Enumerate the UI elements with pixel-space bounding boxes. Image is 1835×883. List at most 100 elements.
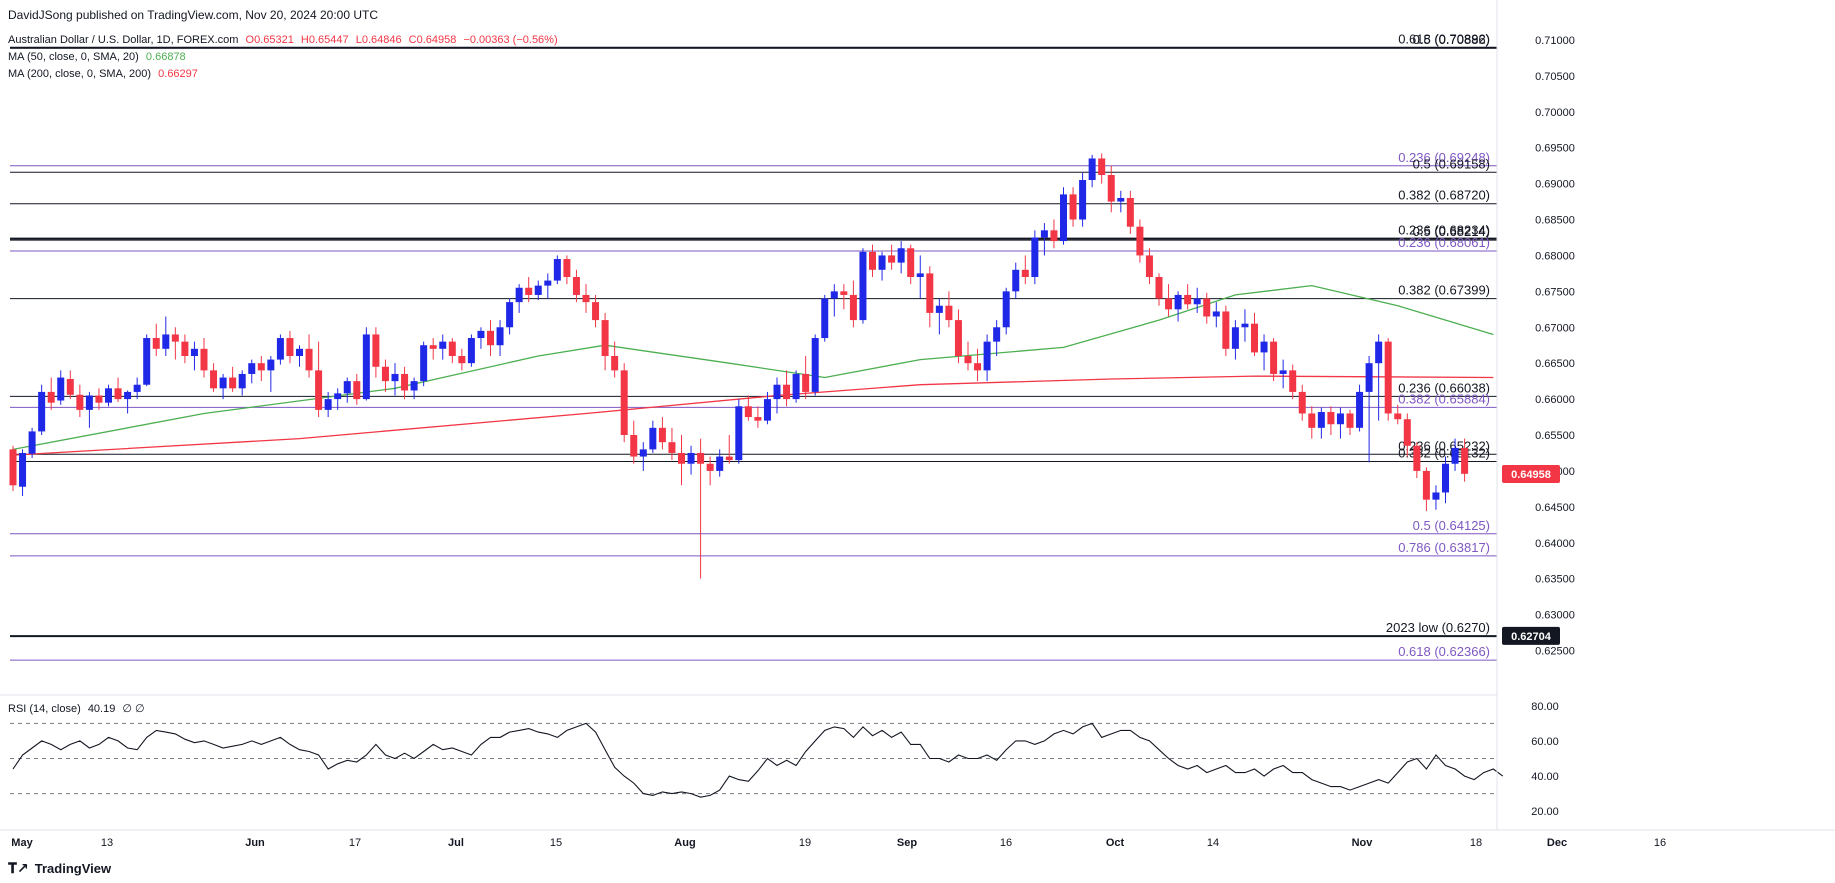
open-value: O0.65321 bbox=[245, 34, 294, 46]
candle-down bbox=[1050, 230, 1058, 242]
rsi-pane bbox=[10, 722, 1504, 798]
ma50-legend[interactable]: MA (50, close, 0, SMA, 20) 0.66878 bbox=[8, 51, 190, 63]
candle-down bbox=[1422, 470, 1430, 500]
candle-down bbox=[372, 334, 380, 367]
candle-down bbox=[9, 449, 17, 486]
candle-down bbox=[1145, 255, 1153, 277]
candle-down bbox=[1165, 298, 1173, 310]
candle-down bbox=[171, 334, 179, 342]
candle-up bbox=[143, 338, 151, 385]
fib-level-label: 0.236 (0.68234) bbox=[1398, 223, 1490, 238]
x-tick-label: Sep bbox=[897, 837, 917, 849]
ma200-legend[interactable]: MA (200, close, 0, SMA, 200) 0.66297 bbox=[8, 68, 202, 80]
candle-up bbox=[1060, 194, 1067, 242]
y-tick-label: 0.69500 bbox=[1535, 143, 1575, 155]
candle-up bbox=[1279, 370, 1287, 374]
candle-up bbox=[267, 359, 275, 371]
candle-up bbox=[993, 327, 1001, 342]
fib-level-label: 2023 low (0.6270) bbox=[1386, 620, 1490, 635]
candle-down bbox=[592, 302, 600, 321]
candle-up bbox=[1432, 492, 1440, 500]
fib-level-label: 0.382 (0.67399) bbox=[1398, 283, 1490, 298]
candle-down bbox=[114, 388, 122, 400]
candle-up bbox=[1088, 158, 1096, 181]
x-tick-label: 18 bbox=[1470, 837, 1482, 849]
low-value: L0.64846 bbox=[355, 34, 402, 46]
candle-down bbox=[1155, 276, 1163, 299]
price-pane: 0.618 (0.70892)0.5 (0.70886) 0.236 (0.692… bbox=[9, 32, 1497, 661]
candle-up bbox=[105, 388, 112, 403]
y-tick-label: 0.63500 bbox=[1535, 574, 1575, 586]
x-tick-label: Jul bbox=[448, 837, 464, 849]
candle-up bbox=[1260, 341, 1268, 353]
candle-down bbox=[1289, 370, 1297, 392]
x-tick-label: Aug bbox=[674, 837, 695, 849]
candle-down bbox=[974, 363, 982, 371]
candle-down bbox=[869, 251, 876, 270]
fib-level-label: 0.382 (0.68720) bbox=[1398, 188, 1490, 203]
candle-down bbox=[381, 366, 389, 382]
candle-down bbox=[1098, 158, 1106, 175]
candle-up bbox=[916, 273, 924, 277]
candle-up bbox=[190, 348, 198, 356]
high-value: H0.65447 bbox=[300, 34, 349, 46]
candle-up bbox=[830, 291, 838, 299]
candle-down bbox=[1308, 413, 1316, 428]
rsi-legend[interactable]: RSI (14, close) 40.19 ∅ ∅ bbox=[8, 702, 149, 715]
candle-down bbox=[783, 384, 791, 400]
footer-brand[interactable]: 𝐓↗ TradingView bbox=[8, 860, 111, 877]
candle-up bbox=[735, 406, 743, 461]
candle-down bbox=[458, 356, 466, 364]
candle-down bbox=[725, 456, 733, 461]
y-tick-label: 0.67500 bbox=[1535, 286, 1575, 298]
candle-down bbox=[840, 291, 848, 295]
y-tick-label: 0.64000 bbox=[1535, 538, 1575, 550]
x-tick-label: 16 bbox=[1000, 837, 1012, 849]
candle-up bbox=[716, 456, 724, 471]
candle-down bbox=[66, 378, 74, 395]
candle-down bbox=[849, 294, 857, 321]
y-tick-label: 0.63000 bbox=[1535, 610, 1575, 622]
ma200-line bbox=[12, 375, 1494, 456]
candle-down bbox=[257, 363, 265, 371]
symbol-legend[interactable]: Australian Dollar / U.S. Dollar, 1D, FOR… bbox=[8, 34, 562, 46]
candle-down bbox=[401, 373, 409, 391]
candle-down bbox=[620, 370, 628, 436]
candle-down bbox=[1021, 269, 1029, 277]
candle-up bbox=[811, 338, 819, 392]
candle-up bbox=[639, 449, 647, 457]
candle-up bbox=[1231, 327, 1239, 349]
candle-down bbox=[95, 395, 103, 403]
candle-up bbox=[1212, 311, 1220, 317]
candle-up bbox=[219, 377, 227, 389]
candle-up bbox=[1375, 341, 1383, 364]
y-tick-label: 0.68000 bbox=[1535, 250, 1575, 262]
y-tick-label: 0.68500 bbox=[1535, 215, 1575, 227]
candle-up bbox=[238, 373, 246, 389]
candle-down bbox=[487, 330, 494, 346]
candle-down bbox=[572, 276, 580, 295]
low-2023-label: 0.62704 bbox=[1511, 631, 1552, 643]
candle-down bbox=[706, 463, 714, 471]
candle-down bbox=[181, 341, 189, 356]
y-tick-label: 0.71000 bbox=[1535, 35, 1575, 47]
candle-down bbox=[678, 452, 685, 464]
candle-up bbox=[1365, 363, 1373, 392]
candle-up bbox=[1356, 391, 1364, 428]
current-price-label: 0.64958 bbox=[1511, 469, 1551, 481]
candle-up bbox=[763, 399, 771, 421]
candle-down bbox=[1403, 419, 1411, 446]
candle-down bbox=[1270, 341, 1278, 374]
candle-up bbox=[935, 305, 943, 313]
candle-down bbox=[1222, 311, 1230, 349]
ma50-value: 0.66878 bbox=[145, 51, 186, 63]
candle-up bbox=[687, 452, 695, 464]
candle-up bbox=[248, 363, 256, 374]
x-tick-label: Oct bbox=[1106, 837, 1125, 849]
candle-down bbox=[1327, 412, 1335, 425]
candle-up bbox=[124, 391, 132, 400]
candle-up bbox=[1193, 298, 1201, 305]
candle-up bbox=[983, 341, 991, 371]
candle-up bbox=[1442, 463, 1449, 493]
